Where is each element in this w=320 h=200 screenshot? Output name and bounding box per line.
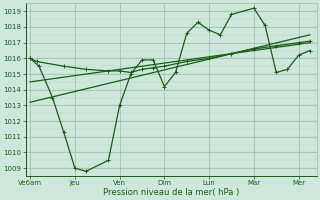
X-axis label: Pression niveau de la mer( hPa ): Pression niveau de la mer( hPa ) [103,188,239,197]
